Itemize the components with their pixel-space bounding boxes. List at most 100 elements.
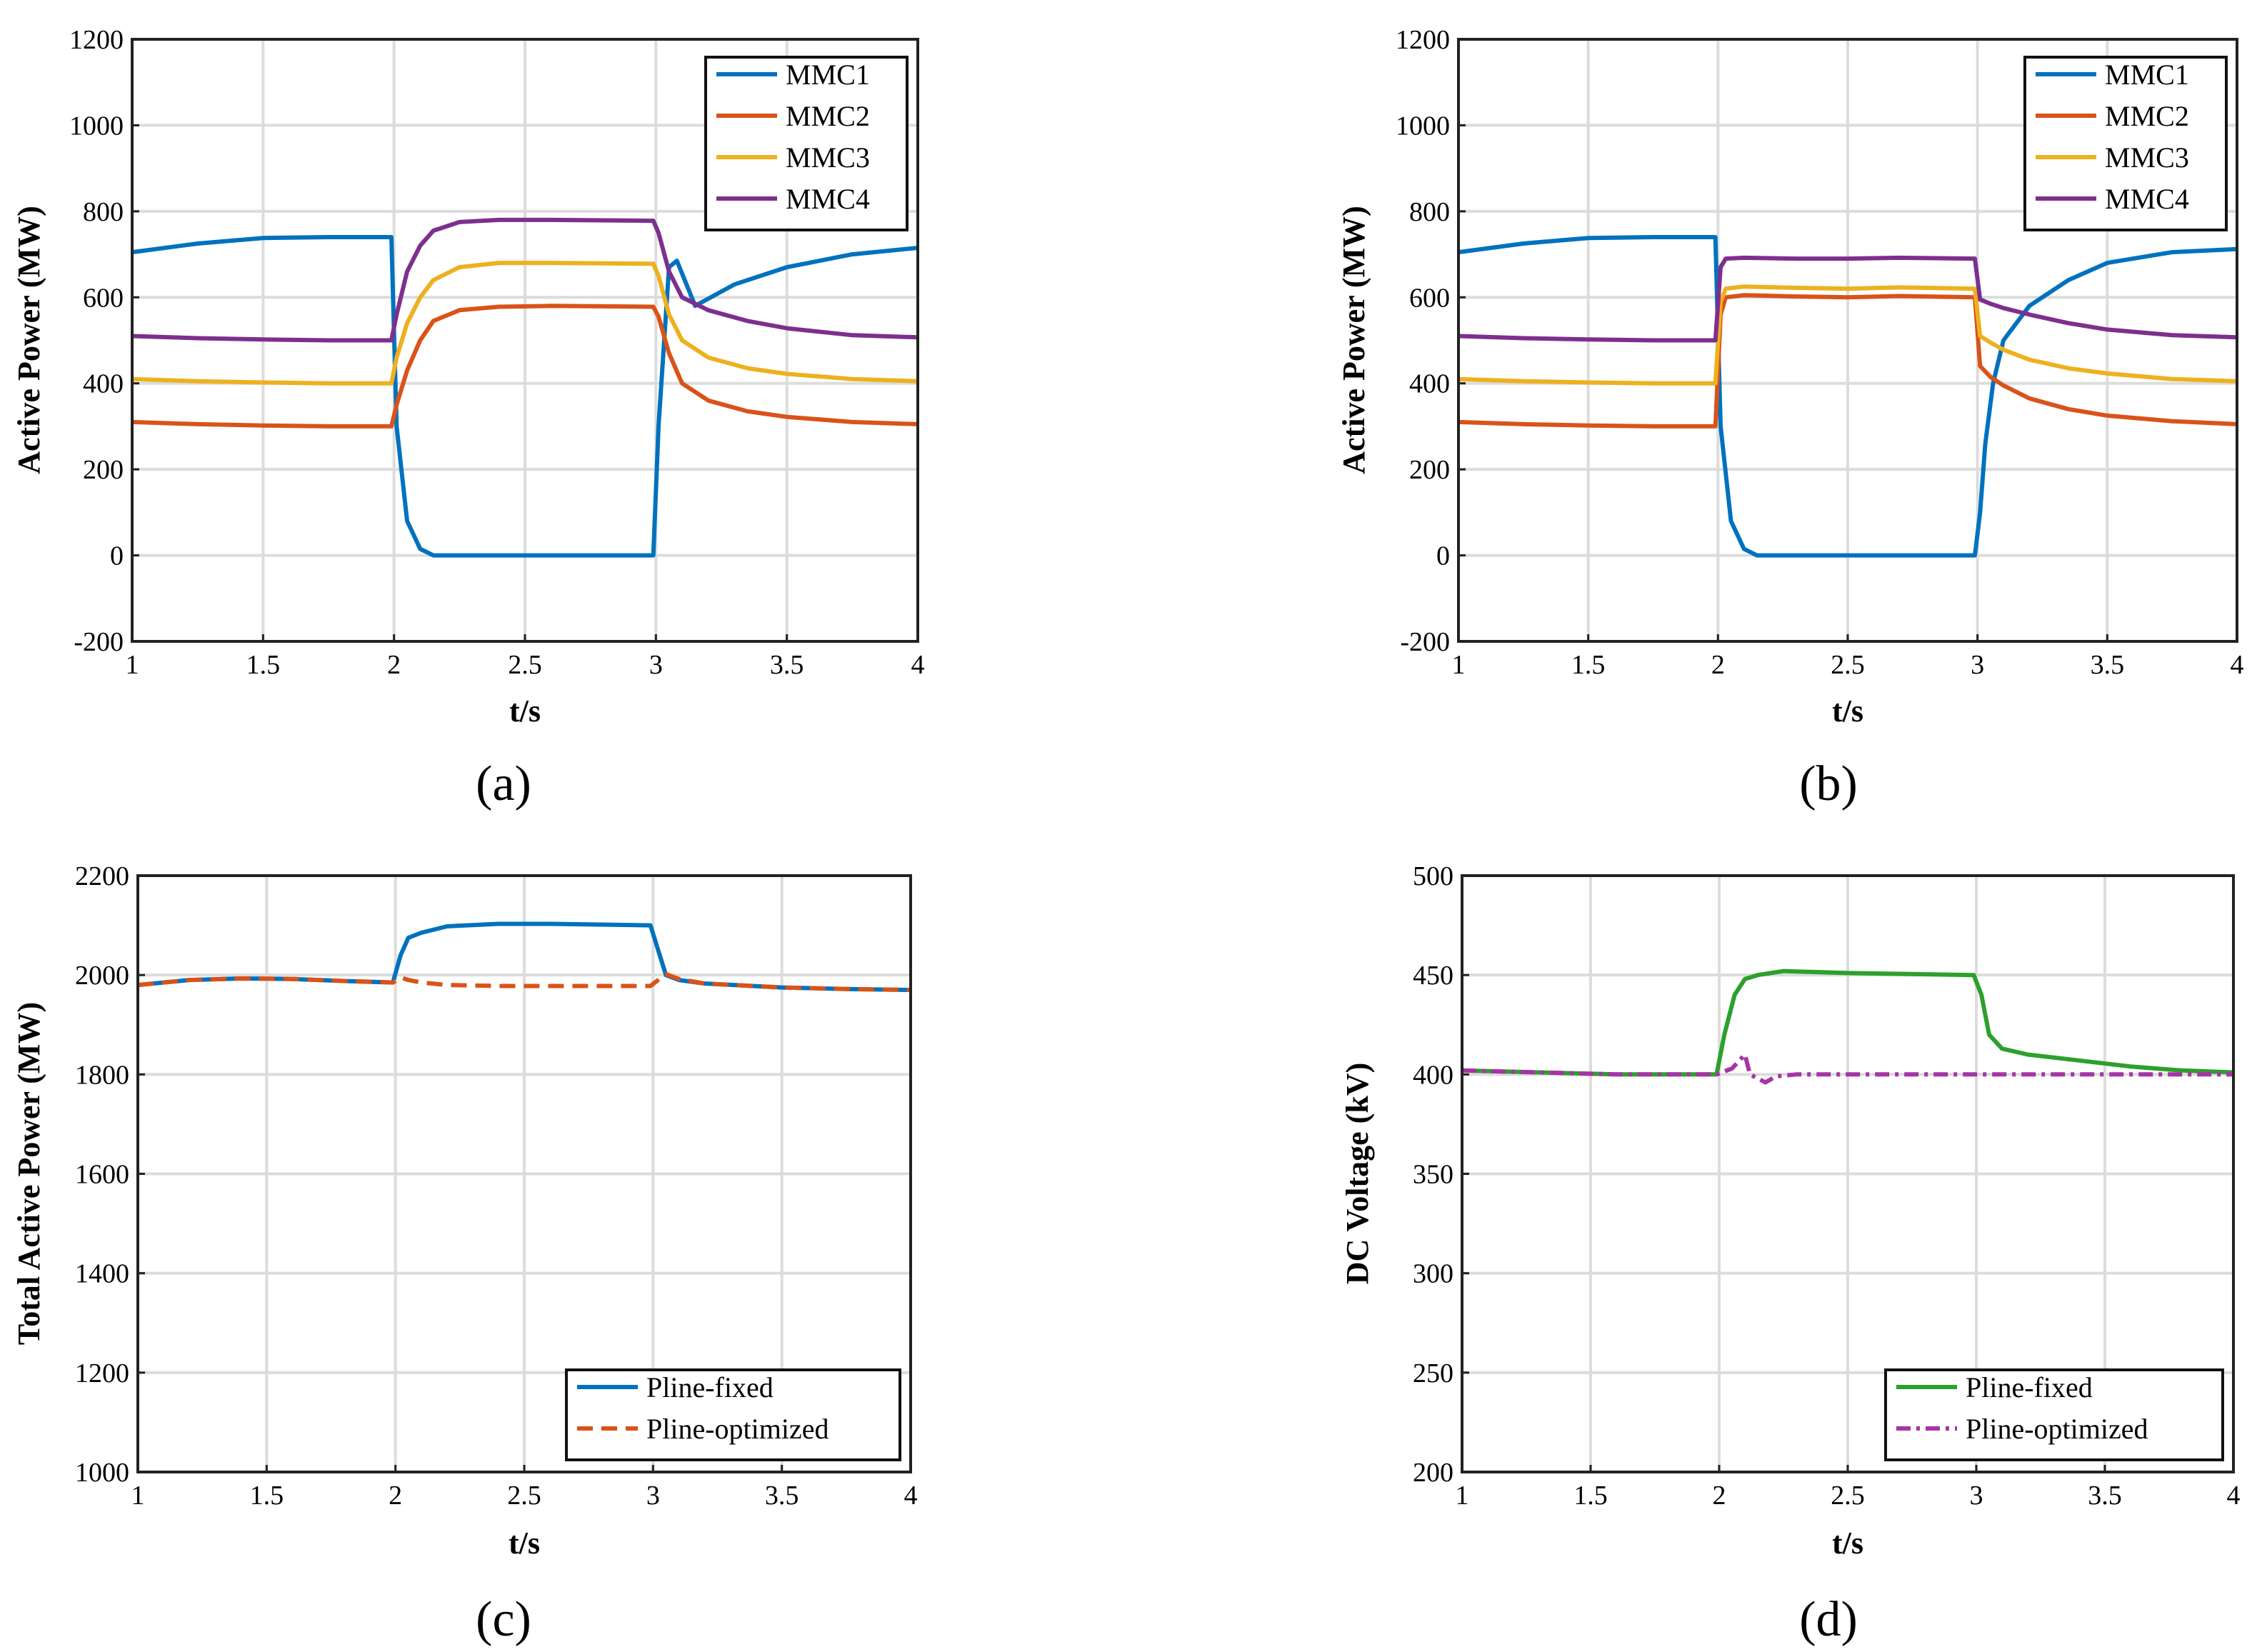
x-tick-label: 4 bbox=[2231, 650, 2244, 680]
legend-box bbox=[2023, 56, 2228, 231]
series-line-mmc2 bbox=[1458, 293, 2238, 429]
legend-entry: Pline-fixed bbox=[1966, 1371, 2093, 1403]
x-tick-label: 3 bbox=[1971, 650, 1984, 680]
x-axis-label: t/s bbox=[1832, 694, 1863, 729]
y-tick-labels: 200 250 300 350 400 450 500 bbox=[1413, 861, 1469, 1488]
x-tick-label: 1 bbox=[1452, 650, 1466, 680]
x-tick-label: 2 bbox=[389, 1481, 402, 1511]
legend: MMC1 MMC2 MMC3 MMC4 bbox=[2023, 56, 2228, 231]
y-tick-labels: -200 0 200 400 600 800 1000 1200 bbox=[1396, 25, 1466, 657]
y-tick-label: 1600 bbox=[75, 1160, 129, 1190]
x-tick-label: 1.5 bbox=[1571, 650, 1606, 680]
panel-c: 1 1.5 2 2.5 3 3.5 4 1000 1200 1400 1600 1800 2000 22… bbox=[11, 861, 918, 1647]
legend: MMC1 MMC2 MMC3 MMC4 bbox=[704, 56, 909, 231]
series-line-mmc2 bbox=[131, 304, 919, 429]
series-group bbox=[137, 921, 911, 992]
y-tick-label: 450 bbox=[1413, 961, 1453, 991]
y-axis-label: Total Active Power (MW) bbox=[11, 1002, 46, 1345]
legend-entry: MMC1 bbox=[2105, 59, 2189, 91]
legend-entry: Pline-optimized bbox=[646, 1413, 829, 1445]
y-tick-label: 200 bbox=[83, 455, 124, 485]
y-tick-label: 600 bbox=[83, 283, 124, 313]
x-tick-label: 2.5 bbox=[508, 650, 542, 680]
legend: Pline-fixed Pline-optimized bbox=[1884, 1368, 2224, 1461]
y-axis-label: Active Power (MW) bbox=[1336, 206, 1371, 474]
y-tick-label: 1400 bbox=[75, 1259, 129, 1289]
x-tick-label: 2 bbox=[1711, 650, 1725, 680]
y-tick-label: 1200 bbox=[69, 25, 124, 55]
y-tick-label: 300 bbox=[1413, 1259, 1453, 1289]
series-group bbox=[131, 217, 919, 558]
y-tick-label: 200 bbox=[1409, 455, 1450, 485]
x-tick-labels: 1 1.5 2 2.5 3 3.5 4 bbox=[1452, 634, 2244, 680]
x-tick-labels: 1 1.5 2 2.5 3 3.5 4 bbox=[126, 634, 925, 680]
y-tick-labels: 1000 1200 1400 1600 1800 2000 2200 bbox=[75, 861, 145, 1488]
series-group bbox=[1458, 235, 2238, 558]
y-tick-label: 400 bbox=[1413, 1060, 1453, 1090]
x-tick-label: 4 bbox=[2227, 1481, 2241, 1511]
x-tick-label: 2.5 bbox=[1831, 650, 1865, 680]
series-line-mmc4 bbox=[1458, 255, 2238, 343]
y-tick-label: 250 bbox=[1413, 1358, 1453, 1388]
legend-entry: MMC4 bbox=[786, 183, 870, 215]
y-tick-label: -200 bbox=[74, 627, 124, 657]
series-line-pline-optimized bbox=[1461, 1052, 2233, 1085]
series-line-mmc3 bbox=[131, 261, 919, 386]
x-tick-label: 3.5 bbox=[770, 650, 804, 680]
x-tick-label: 3 bbox=[646, 1481, 660, 1511]
x-tick-label: 2.5 bbox=[507, 1481, 541, 1511]
x-tick-label: 2 bbox=[1713, 1481, 1726, 1511]
x-tick-label: 1 bbox=[131, 1481, 145, 1511]
legend-entry: MMC2 bbox=[2105, 100, 2189, 132]
y-tick-label: 1000 bbox=[1396, 111, 1450, 141]
y-tick-label: 200 bbox=[1413, 1458, 1453, 1488]
panel-a: 1 1.5 2 2.5 3 3.5 4 -200020040060080010001200 … bbox=[11, 25, 925, 811]
series-line-mmc3 bbox=[1458, 284, 2238, 386]
x-axis-label: t/s bbox=[1832, 1526, 1863, 1561]
y-tick-label: 1800 bbox=[75, 1060, 129, 1090]
subfigure-label: (b) bbox=[1799, 756, 1858, 811]
y-tick-label: 1200 bbox=[75, 1358, 129, 1388]
legend-entry: MMC3 bbox=[2105, 141, 2189, 174]
panel-b: 1 1.5 2 2.5 3 3.5 4 -200020040060080010001200 … bbox=[1336, 25, 2244, 811]
legend-box bbox=[704, 56, 909, 231]
y-tick-label: 0 bbox=[110, 541, 124, 571]
y-tick-label: 500 bbox=[1413, 861, 1453, 891]
y-tick-label: 400 bbox=[83, 369, 124, 399]
x-tick-label: 1 bbox=[126, 650, 139, 680]
x-tick-label: 3.5 bbox=[765, 1481, 799, 1511]
y-tick-label: 1000 bbox=[75, 1458, 129, 1488]
y-tick-label: -200 bbox=[1400, 627, 1450, 657]
y-tick-label: 2200 bbox=[75, 861, 129, 891]
legend-entry: MMC1 bbox=[786, 59, 870, 91]
series-line-mmc4 bbox=[131, 217, 919, 343]
x-tick-label: 3.5 bbox=[2091, 650, 2125, 680]
x-axis-label: t/s bbox=[509, 694, 541, 729]
x-tick-label: 1.5 bbox=[246, 650, 281, 680]
y-axis-label: DC Voltage (kV) bbox=[1340, 1063, 1375, 1284]
y-tick-label: 400 bbox=[1409, 369, 1450, 399]
y-tick-label: 350 bbox=[1413, 1160, 1453, 1190]
x-tick-label: 3 bbox=[1970, 1481, 1983, 1511]
series-group bbox=[1461, 968, 2234, 1085]
subfigure-label: (d) bbox=[1799, 1592, 1858, 1647]
series-line-pline-optimized bbox=[137, 971, 911, 992]
subfigure-label: (a) bbox=[476, 756, 531, 811]
x-tick-label: 3.5 bbox=[2088, 1481, 2122, 1511]
x-tick-label: 4 bbox=[911, 650, 925, 680]
subfigure-label: (c) bbox=[476, 1592, 531, 1647]
x-tick-label: 1 bbox=[1456, 1481, 1469, 1511]
x-tick-label: 1.5 bbox=[250, 1481, 284, 1511]
y-tick-labels: -200 0 200 400 600 800 1000 1200 bbox=[69, 25, 139, 657]
legend-entry: MMC2 bbox=[786, 100, 870, 132]
series-line-mmc1 bbox=[1458, 235, 2238, 558]
x-tick-label: 2.5 bbox=[1831, 1481, 1865, 1511]
legend-entry: MMC4 bbox=[2105, 183, 2189, 215]
x-tick-label: 1.5 bbox=[1573, 1481, 1608, 1511]
y-tick-label: 0 bbox=[1436, 541, 1450, 571]
x-tick-label: 4 bbox=[904, 1481, 918, 1511]
y-tick-label: 2000 bbox=[75, 961, 129, 991]
series-line-mmc1 bbox=[131, 235, 919, 558]
